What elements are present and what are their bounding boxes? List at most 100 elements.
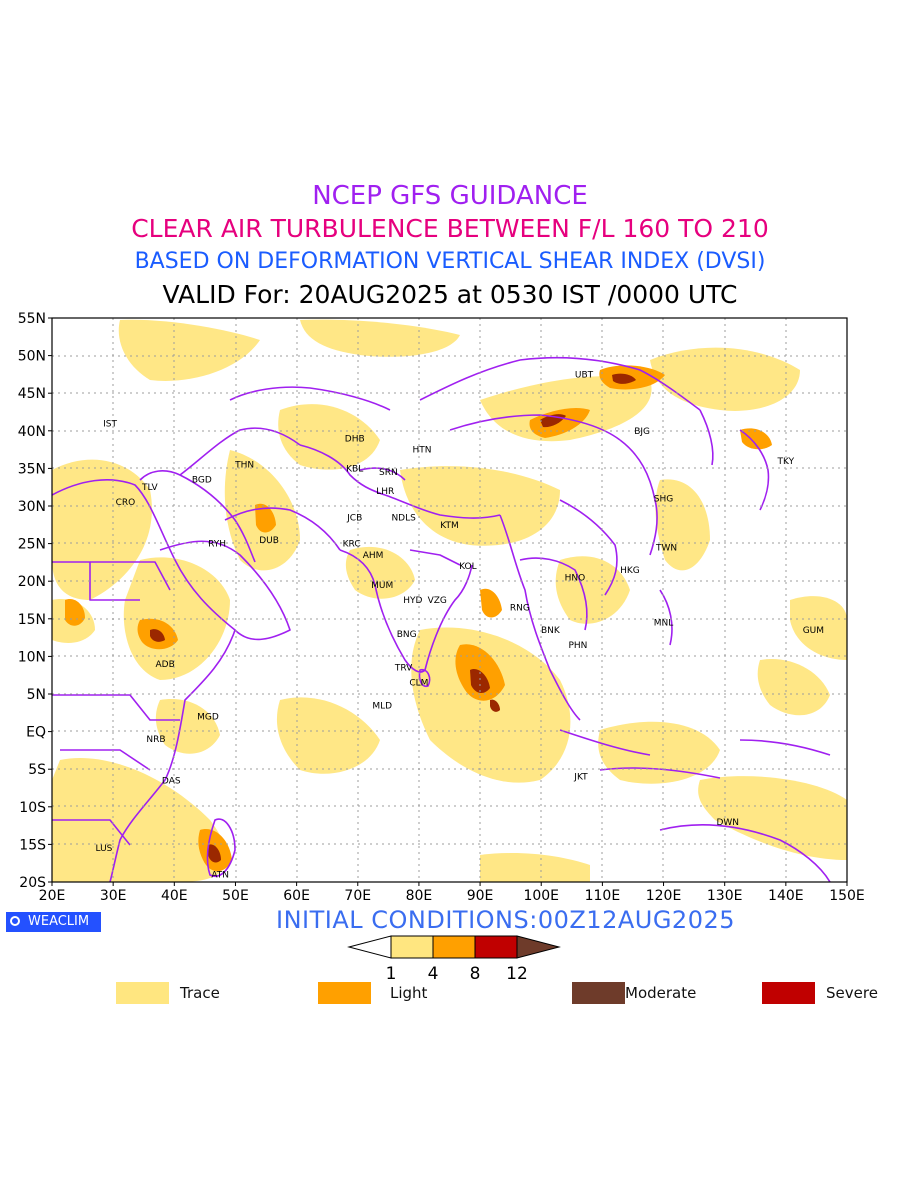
lat-tick-label: 25N: [18, 537, 46, 553]
lon-tick-label: 40E: [161, 888, 188, 904]
political-boundaries: [52, 356, 831, 882]
lat-tick-label: 10N: [18, 649, 46, 665]
legend-label-trace: Trace: [180, 984, 220, 1002]
legend-label-moderate: Moderate: [625, 984, 697, 1002]
colorbar-box: [474, 935, 518, 959]
lon-tick-label: 100E: [523, 888, 559, 904]
station-bnk: BNK: [541, 626, 561, 636]
lat-tick-label: 15N: [18, 612, 46, 628]
legend-label-light: Light: [390, 984, 428, 1002]
lon-tick-label: 150E: [829, 888, 865, 904]
station-labels: IST TLV CRO BGD THN RYH DUB ADB MGD NRB DAS LUS ATN D…: [96, 370, 824, 880]
station-clm: CLM: [409, 679, 428, 689]
station-ktm: KTM: [440, 521, 458, 531]
station-jkt: JKT: [573, 773, 588, 783]
lat-tick-label: 20N: [18, 574, 46, 590]
station-shg: SHG: [654, 494, 673, 504]
graticule: [52, 318, 847, 882]
station-ndls: NDLS: [391, 513, 416, 523]
station-trv: TRV: [394, 664, 413, 674]
turbulence-map: IST TLV CRO BGD THN RYH DUB ADB MGD NRB DAS LUS ATN D…: [18, 311, 865, 904]
lon-tick-label: 130E: [707, 888, 743, 904]
colorbar-label: 4: [428, 964, 439, 984]
station-bng: BNG: [397, 630, 417, 640]
station-rng: RNG: [510, 604, 530, 614]
station-hkg: HKG: [620, 566, 640, 576]
title-line-3: BASED ON DEFORMATION VERTICAL SHEAR INDE…: [134, 249, 766, 274]
lon-tick-label: 20E: [39, 888, 66, 904]
colorbar-box: [432, 935, 476, 959]
colorbar-box: [390, 935, 434, 959]
longitude-axis: 20E 30E 40E 50E 60E 70E 80E 90E 100E 110E 120E 130E…: [39, 882, 865, 904]
legend-swatch-severe: [762, 982, 815, 1004]
station-tlv: TLV: [141, 483, 159, 493]
station-twn: TWN: [655, 543, 677, 553]
latitude-axis: 55N 50N 45N 40N 35N 30N 25N 20N 15N 10N 5N EQ 5S 10S 1…: [18, 311, 52, 891]
colorbar: 1 4 8 12: [347, 935, 561, 984]
legend-label-severe: Severe: [826, 984, 878, 1002]
lon-tick-label: 50E: [222, 888, 249, 904]
lat-tick-label: 35N: [18, 461, 46, 477]
station-htn: HTN: [412, 446, 431, 456]
lat-tick-label: 30N: [18, 499, 46, 515]
station-ist: IST: [103, 419, 117, 429]
title-line-2: CLEAR AIR TURBULENCE BETWEEN F/L 160 TO …: [131, 214, 769, 243]
station-phn: PHN: [568, 641, 587, 651]
station-lhr: LHR: [376, 487, 394, 497]
station-mld: MLD: [372, 701, 392, 711]
lat-tick-label: 5S: [28, 762, 46, 778]
station-vzg: VZG: [428, 596, 447, 606]
lon-tick-label: 110E: [585, 888, 621, 904]
station-gum: GUM: [803, 626, 824, 636]
station-atn: ATN: [211, 870, 229, 880]
station-tky: TKY: [777, 457, 795, 467]
lat-tick-label: 15S: [19, 837, 46, 853]
lat-tick-label: 50N: [18, 349, 46, 365]
weaclim-logo: WEACLIM: [6, 912, 101, 932]
legend-swatch-trace: [116, 982, 169, 1004]
station-bgd: BGD: [192, 476, 212, 486]
station-dub: DUB: [259, 536, 279, 546]
lat-tick-label: 45N: [18, 386, 46, 402]
legend-swatch-light: [318, 982, 371, 1004]
initial-conditions: INITIAL CONDITIONS:00Z12AUG2025: [276, 906, 736, 934]
station-lus: LUS: [96, 844, 113, 854]
lat-tick-label: 20S: [19, 875, 46, 891]
station-hno: HNO: [565, 573, 586, 583]
colorbar-label: 12: [506, 964, 528, 984]
map-frame: [51, 317, 848, 883]
lon-tick-label: 140E: [768, 888, 804, 904]
colorbar-label: 8: [470, 964, 481, 984]
station-hyd: HYD: [403, 596, 422, 606]
legend-swatch-moderate: [572, 982, 625, 1004]
station-ubt: UBT: [575, 370, 594, 380]
lon-tick-label: 60E: [283, 888, 310, 904]
title-line-1: NCEP GFS GUIDANCE: [312, 181, 588, 211]
station-mum: MUM: [371, 581, 393, 591]
station-bjg: BJG: [634, 427, 650, 437]
lon-tick-label: 90E: [467, 888, 494, 904]
station-ahm: AHM: [363, 551, 384, 561]
station-das: DAS: [162, 776, 181, 786]
valid-time: VALID For: 20AUG2025 at 0530 IST /0000 U…: [162, 280, 738, 309]
lat-tick-label: 55N: [18, 311, 46, 327]
lon-tick-label: 70E: [344, 888, 371, 904]
station-srn: SRN: [379, 468, 398, 478]
station-thn: THN: [234, 461, 254, 471]
weaclim-logo-icon: [10, 916, 20, 926]
station-ryh: RYH: [208, 540, 226, 550]
station-kbl: KBL: [346, 464, 363, 474]
station-adb: ADB: [156, 660, 175, 670]
trace-areas: [52, 319, 847, 882]
colorbar-high-arrow: [516, 935, 561, 959]
lat-tick-label: EQ: [26, 725, 46, 741]
station-mgd: MGD: [197, 713, 219, 723]
lat-tick-label: 5N: [27, 687, 46, 703]
lon-tick-label: 30E: [100, 888, 127, 904]
lat-tick-label: 10S: [19, 800, 46, 816]
colorbar-low-arrow: [347, 935, 392, 959]
station-nrb: NRB: [146, 735, 165, 745]
station-krc: KRC: [343, 540, 361, 550]
station-kol: KOL: [459, 562, 477, 572]
lon-tick-label: 120E: [646, 888, 682, 904]
